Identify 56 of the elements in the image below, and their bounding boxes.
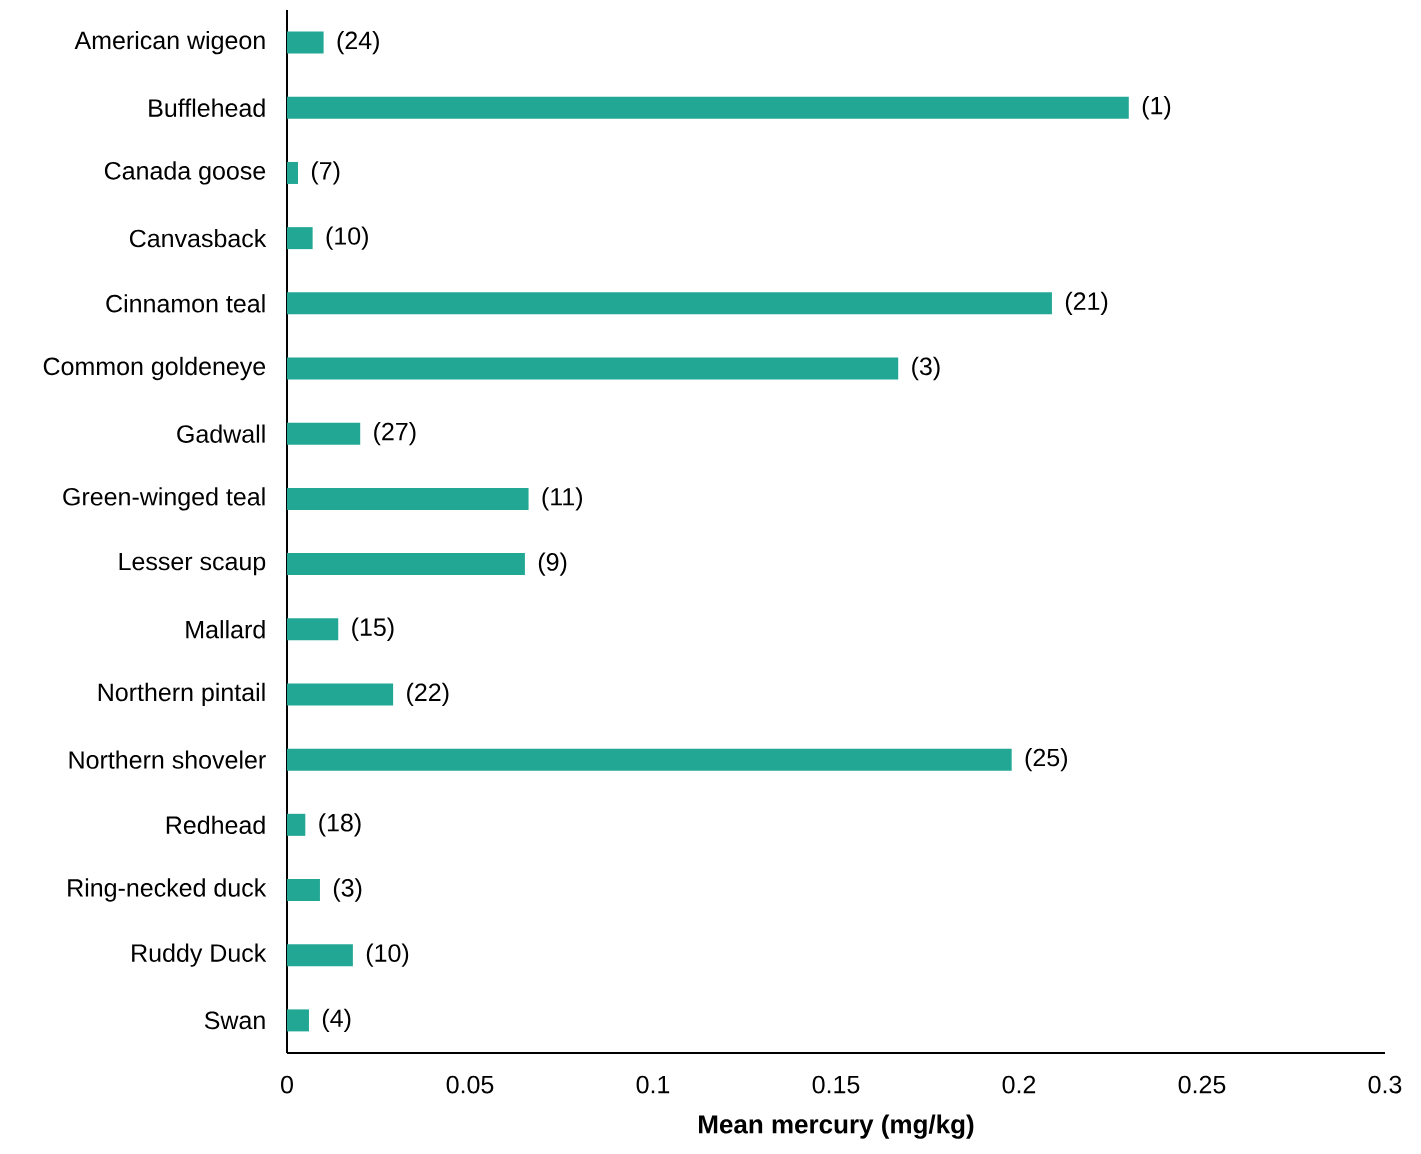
y-tick-label: Canada goose	[104, 161, 266, 185]
bar	[287, 422, 361, 445]
x-tick-label: 0.1	[636, 1075, 670, 1094]
y-tick-label: Lesser scaup	[119, 552, 266, 576]
y-tick-label: Northern pintail	[98, 682, 265, 707]
bar	[287, 292, 1052, 315]
bar	[287, 683, 394, 706]
bar	[287, 813, 306, 836]
x-tick-label: 0.2	[1002, 1075, 1036, 1094]
x-tick-label: 0.05	[446, 1075, 494, 1094]
bar	[287, 879, 320, 902]
y-tick-label: Green-winged teal	[63, 487, 265, 511]
annotation: (9)	[538, 552, 567, 576]
annotation: (10)	[366, 943, 409, 967]
y-tick-label: Gadwall	[177, 424, 265, 443]
annotation: (25)	[1025, 748, 1067, 772]
annotation: (3)	[912, 356, 940, 381]
bar	[287, 748, 1012, 771]
y-tick-label: American wigeon	[74, 30, 265, 55]
annotation: (22)	[407, 682, 449, 707]
annotation: (18)	[319, 813, 361, 837]
y-tick-label: Common goldeneye	[43, 356, 266, 381]
y-tick-label: Ring-necked duck	[68, 878, 267, 902]
x-tick-label: 0.25	[1178, 1075, 1226, 1094]
bar	[287, 31, 324, 54]
bar	[287, 96, 1129, 119]
y-tick-label: Mallard	[186, 620, 265, 639]
bar	[287, 553, 525, 576]
y-tick-label: Bufflehead	[149, 98, 265, 117]
x-axis-title: Mean mercury (mg/kg)	[699, 1114, 974, 1139]
y-tick-label: Redhead	[166, 815, 265, 835]
y-tick-label: Canvasback	[129, 228, 267, 248]
y-tick-label: Swan	[204, 1011, 265, 1030]
bar	[287, 357, 899, 380]
y-tick-label: Ruddy Duck	[132, 943, 267, 967]
annotation: (10)	[326, 226, 368, 250]
bar	[287, 227, 313, 250]
x-tick-label: 0.15	[812, 1075, 860, 1094]
annotation: (7)	[311, 161, 340, 185]
annotation: (21)	[1065, 291, 1108, 315]
bar	[287, 487, 529, 510]
annotation: (15)	[352, 617, 394, 641]
bar	[287, 944, 353, 967]
x-tick-label: 0.3	[1368, 1075, 1402, 1094]
annotation: (24)	[337, 30, 379, 55]
y-tick-label: Northern shoveler	[69, 750, 266, 769]
annotation: (11)	[542, 487, 583, 511]
annotation: (3)	[333, 878, 362, 902]
annotation: (4)	[322, 1008, 351, 1033]
bar	[287, 161, 298, 184]
x-tick-label: 0	[281, 1075, 293, 1094]
y-tick-label: Cinnamon teal	[106, 294, 265, 313]
annotation: (27)	[374, 422, 416, 446]
annotation: (1)	[1142, 96, 1171, 120]
bar	[287, 618, 339, 641]
bar	[287, 1009, 309, 1032]
